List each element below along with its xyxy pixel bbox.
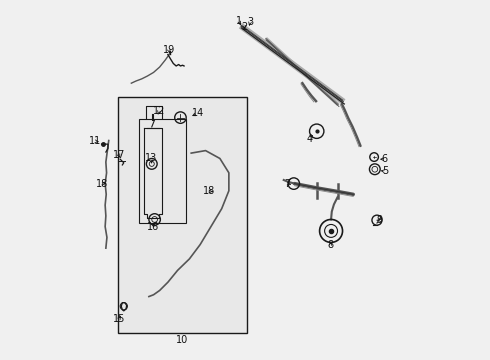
- Text: 8: 8: [327, 240, 333, 250]
- Bar: [139, 119, 186, 223]
- Text: 19: 19: [163, 45, 175, 55]
- Text: 10: 10: [176, 334, 188, 345]
- Text: 16: 16: [147, 222, 159, 232]
- Text: 6: 6: [382, 154, 388, 164]
- Text: 14: 14: [192, 108, 204, 118]
- Text: 15: 15: [113, 314, 125, 324]
- Text: 7: 7: [284, 179, 291, 189]
- Text: 9: 9: [377, 215, 383, 225]
- Text: 17: 17: [113, 150, 125, 160]
- Text: 13: 13: [145, 153, 157, 163]
- Text: 18: 18: [203, 186, 215, 197]
- Bar: [118, 97, 247, 333]
- Text: 12: 12: [153, 106, 165, 116]
- Text: 11: 11: [89, 136, 101, 146]
- Text: 4: 4: [306, 134, 313, 144]
- Text: 3: 3: [247, 17, 253, 27]
- Text: 2: 2: [241, 22, 247, 32]
- Text: 1: 1: [236, 17, 243, 27]
- Text: 5: 5: [383, 166, 389, 176]
- Text: 18: 18: [96, 179, 108, 189]
